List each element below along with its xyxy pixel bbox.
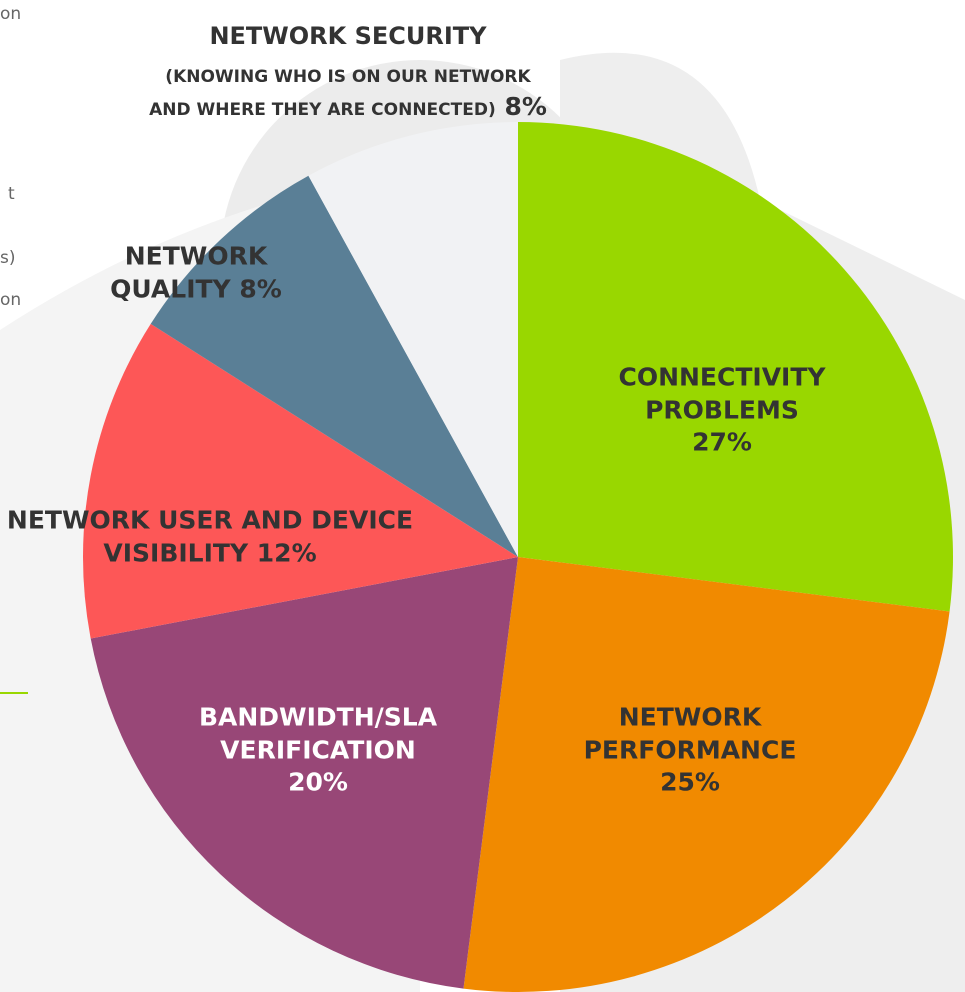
value-label: 8% — [504, 91, 547, 121]
category-label: NETWORK QUALITY — [110, 241, 268, 304]
value-label: 12% — [256, 538, 317, 567]
pie-slice — [518, 122, 953, 612]
annotation: (KNOWING WHO IS ON OUR NETWORK AND WHERE… — [149, 67, 531, 120]
pie-slice — [82, 323, 518, 639]
side-text: s) — [0, 248, 16, 268]
value-label: 27% — [692, 427, 752, 457]
slice-label: BANDWIDTH/SLA VERIFICATION 20% — [153, 701, 483, 799]
slice-label: NETWORK SECURITY (KNOWING WHO IS ON OUR N… — [148, 21, 548, 123]
value-label: 20% — [288, 767, 348, 797]
pie-slice — [150, 175, 518, 558]
category-label: NETWORK PERFORMANCE — [583, 702, 797, 764]
category-label: CONNECTIVITY PROBLEMS — [618, 362, 826, 424]
pie-slice — [463, 557, 950, 992]
slice-label: NETWORK PERFORMANCE 25% — [540, 701, 840, 799]
pie-slice — [308, 122, 518, 557]
side-text: t — [8, 184, 15, 204]
slice-label: NETWORK QUALITY 8% — [76, 241, 316, 306]
value-label: 8% — [239, 274, 282, 303]
side-text: on — [0, 4, 22, 24]
side-text: on — [0, 290, 22, 310]
category-label: BANDWIDTH/SLA VERIFICATION — [198, 702, 438, 764]
category-label: NETWORK USER AND DEVICE VISIBILITY — [6, 505, 414, 568]
slice-label: CONNECTIVITY PROBLEMS 27% — [572, 361, 872, 459]
pie-slice — [90, 557, 518, 989]
pie — [82, 122, 953, 992]
value-label: 25% — [660, 767, 720, 797]
slice-label: NETWORK USER AND DEVICE VISIBILITY 12% — [0, 505, 420, 570]
category-label: NETWORK SECURITY — [209, 21, 487, 50]
